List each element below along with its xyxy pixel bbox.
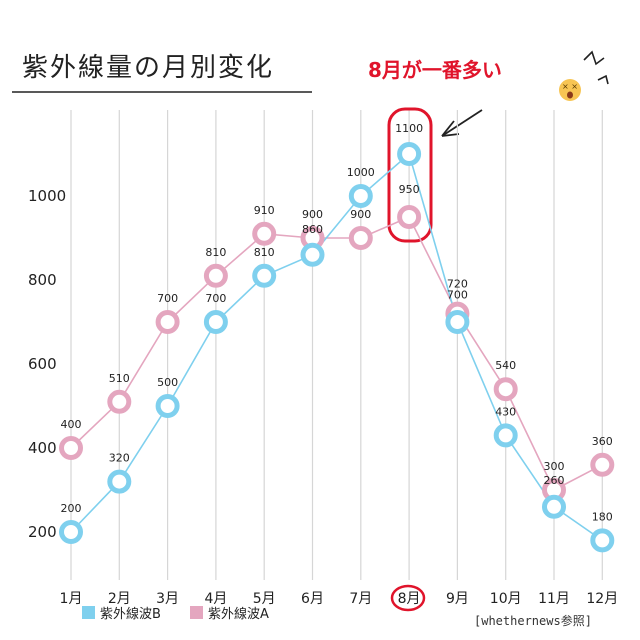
data-label-a-11: 300 <box>544 460 565 473</box>
data-label-a-4: 810 <box>205 246 226 259</box>
marker-b-12 <box>590 528 615 553</box>
x-tick-label: 10月 <box>490 591 522 607</box>
series-line-a <box>70 215 603 492</box>
marker-a-3 <box>155 310 180 334</box>
y-tick-label: 400 <box>28 439 57 457</box>
shock-lines-icon <box>583 50 609 85</box>
marker-a-10 <box>493 377 518 402</box>
callout-arrow-icon <box>441 109 483 137</box>
gridlines <box>70 110 603 580</box>
data-label-b-9: 700 <box>447 289 468 302</box>
data-label-b-8: 1100 <box>395 122 423 135</box>
data-label-b-5: 810 <box>254 246 275 259</box>
series-line-b <box>70 152 603 542</box>
legend-swatch-b <box>82 606 95 619</box>
data-label-b-1: 200 <box>61 502 82 515</box>
chart-title: 紫外線量の月別変化 <box>22 53 274 83</box>
marker-b-4 <box>203 310 228 334</box>
data-label-a-5: 910 <box>254 204 275 217</box>
x-tick-label: 11月 <box>538 591 570 607</box>
data-label-a-3: 700 <box>157 292 178 305</box>
marker-b-10 <box>493 423 518 448</box>
marker-b-1 <box>59 520 83 544</box>
data-label-b-7: 1000 <box>347 166 375 179</box>
x-tick-label: 4月 <box>204 591 227 607</box>
dizzy-face-icon: × × <box>559 79 581 101</box>
month-highlight-ring <box>390 584 426 612</box>
x-tick-label: 7月 <box>349 591 372 607</box>
legend-swatch-a <box>190 606 203 619</box>
marker-a-8 <box>397 205 422 229</box>
marker-b-11 <box>542 494 566 519</box>
marker-a-5 <box>252 221 277 246</box>
svg-text:× ×: × × <box>562 82 578 91</box>
marker-a-7 <box>348 226 373 250</box>
y-tick-label: 800 <box>28 271 57 289</box>
legend-label-a: 紫外線波A <box>208 606 269 622</box>
y-tick-label: 1000 <box>28 187 66 205</box>
data-label-b-11: 260 <box>544 474 565 487</box>
data-label-b-4: 700 <box>205 292 226 305</box>
y-tick-label: 200 <box>28 523 57 541</box>
data-label-a-10: 540 <box>495 359 516 372</box>
data-label-b-3: 500 <box>157 376 178 389</box>
y-tick-label: 600 <box>28 355 57 373</box>
data-label-a-8: 950 <box>399 183 420 196</box>
data-label-a-7: 900 <box>350 208 371 221</box>
data-label-a-1: 400 <box>61 418 82 431</box>
legend: 紫外線波B 紫外線波A <box>82 606 269 622</box>
marker-a-2 <box>107 389 132 414</box>
x-tick-label: 8月 <box>398 591 421 607</box>
marker-a-1 <box>59 436 83 460</box>
marker-b-5 <box>252 263 277 288</box>
marker-b-7 <box>348 184 373 208</box>
x-axis: 1月 2月 3月 4月 5月 6月 7月 8月 9月 10月 11月 12月 <box>60 591 619 607</box>
data-label-b-10: 430 <box>495 405 516 418</box>
legend-label-b: 紫外線波B <box>100 606 161 622</box>
series-markers <box>59 142 615 553</box>
x-tick-label: 3月 <box>156 591 179 607</box>
marker-b-8 <box>397 142 422 166</box>
peak-highlight-box <box>387 107 433 243</box>
y-axis: 200 400 600 800 1000 <box>28 187 66 541</box>
marker-b-2 <box>107 469 132 494</box>
marker-a-12 <box>590 452 615 477</box>
marker-b-3 <box>155 394 180 418</box>
data-label-b-6: 860 <box>302 223 323 236</box>
x-tick-label: 5月 <box>253 591 276 607</box>
x-tick-label: 2月 <box>108 591 131 607</box>
data-labels: 200 400 320 510 500 700 700 810 810 910 860 900 1000… <box>61 122 613 523</box>
x-tick-label: 1月 <box>60 591 83 607</box>
x-tick-label: 9月 <box>446 591 469 607</box>
data-label-a-12: 360 <box>592 435 613 448</box>
data-label-a-9: 720 <box>447 278 468 291</box>
data-label-a-2: 510 <box>109 372 130 385</box>
series-lines <box>70 152 603 542</box>
marker-b-6 <box>300 242 325 267</box>
source-note: [whethernews参照] <box>474 613 592 628</box>
marker-b-9 <box>445 310 470 334</box>
callout-text: 8月が一番多い <box>368 58 502 82</box>
data-label-b-12: 180 <box>592 510 613 523</box>
marker-a-4 <box>203 263 228 288</box>
data-label-b-2: 320 <box>109 452 130 465</box>
x-tick-label: 12月 <box>586 591 618 607</box>
x-tick-label: 6月 <box>301 591 324 607</box>
data-label-a-6: 900 <box>302 208 323 221</box>
